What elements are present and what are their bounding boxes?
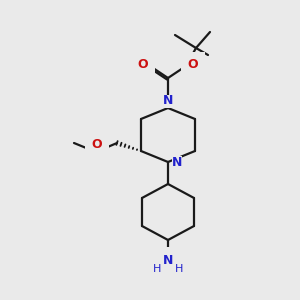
Text: N: N (172, 155, 182, 169)
Text: O: O (138, 58, 148, 71)
Text: H: H (153, 264, 161, 274)
Text: O: O (92, 137, 102, 151)
Text: N: N (163, 94, 173, 107)
Text: H: H (175, 264, 183, 274)
Text: N: N (163, 254, 173, 266)
Text: O: O (188, 58, 198, 71)
